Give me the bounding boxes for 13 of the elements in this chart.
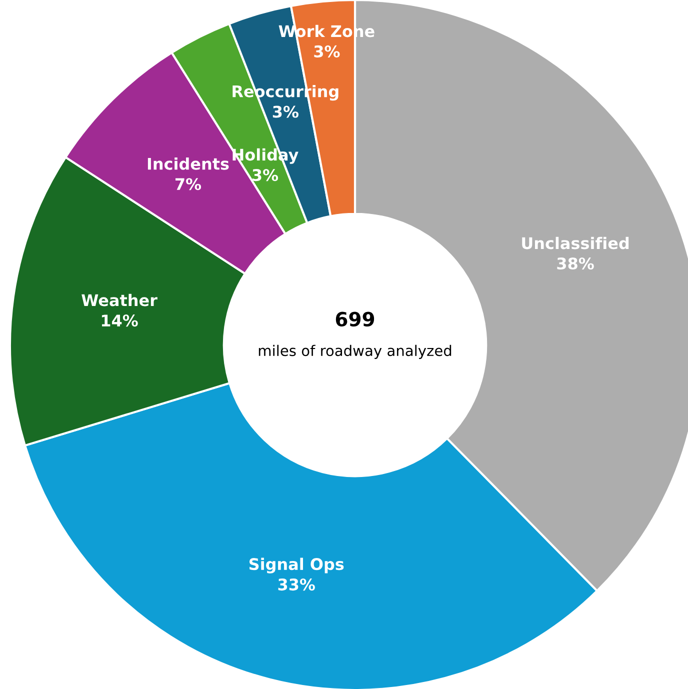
slice-label: Incidents <box>148 157 229 170</box>
data-label: 3% <box>252 169 278 182</box>
data-label: 3% <box>272 106 298 118</box>
data-label: 14% <box>102 314 138 327</box>
slice-label: Unclassified <box>522 236 629 250</box>
slice-label: Signal Ops <box>249 558 344 574</box>
data-label: 38% <box>557 257 594 270</box>
text: miles of roadway analyzed <box>258 344 452 359</box>
data-label: 33% <box>278 578 315 591</box>
text: 699 <box>336 312 374 326</box>
data-label: 7% <box>175 178 202 190</box>
slice-label: Weather <box>82 294 158 306</box>
data-label: 3% <box>314 45 340 58</box>
